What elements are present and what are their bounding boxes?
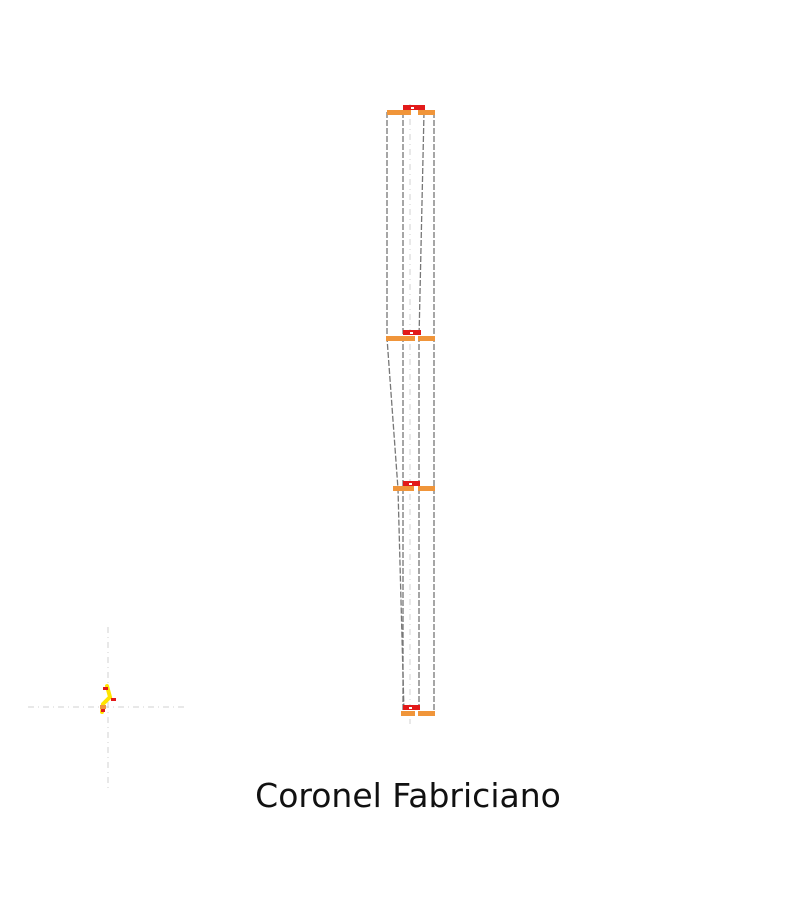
station-2 <box>386 330 435 341</box>
station-route-icon <box>28 627 188 788</box>
platform-left <box>393 486 414 491</box>
platform-right <box>418 711 435 716</box>
platform-left <box>387 110 411 115</box>
platform-right <box>418 336 435 341</box>
platform-right <box>418 486 435 491</box>
city-name-label: Coronel Fabriciano <box>255 776 561 815</box>
platform-left <box>401 711 415 716</box>
station-1 <box>387 105 435 115</box>
track-inner-right <box>418 111 425 712</box>
track-outer-left <box>386 112 405 713</box>
station-3 <box>393 481 435 491</box>
station-4 <box>401 705 435 716</box>
platform-left <box>386 336 415 341</box>
platform-right <box>418 110 435 115</box>
track-lines <box>386 111 435 713</box>
